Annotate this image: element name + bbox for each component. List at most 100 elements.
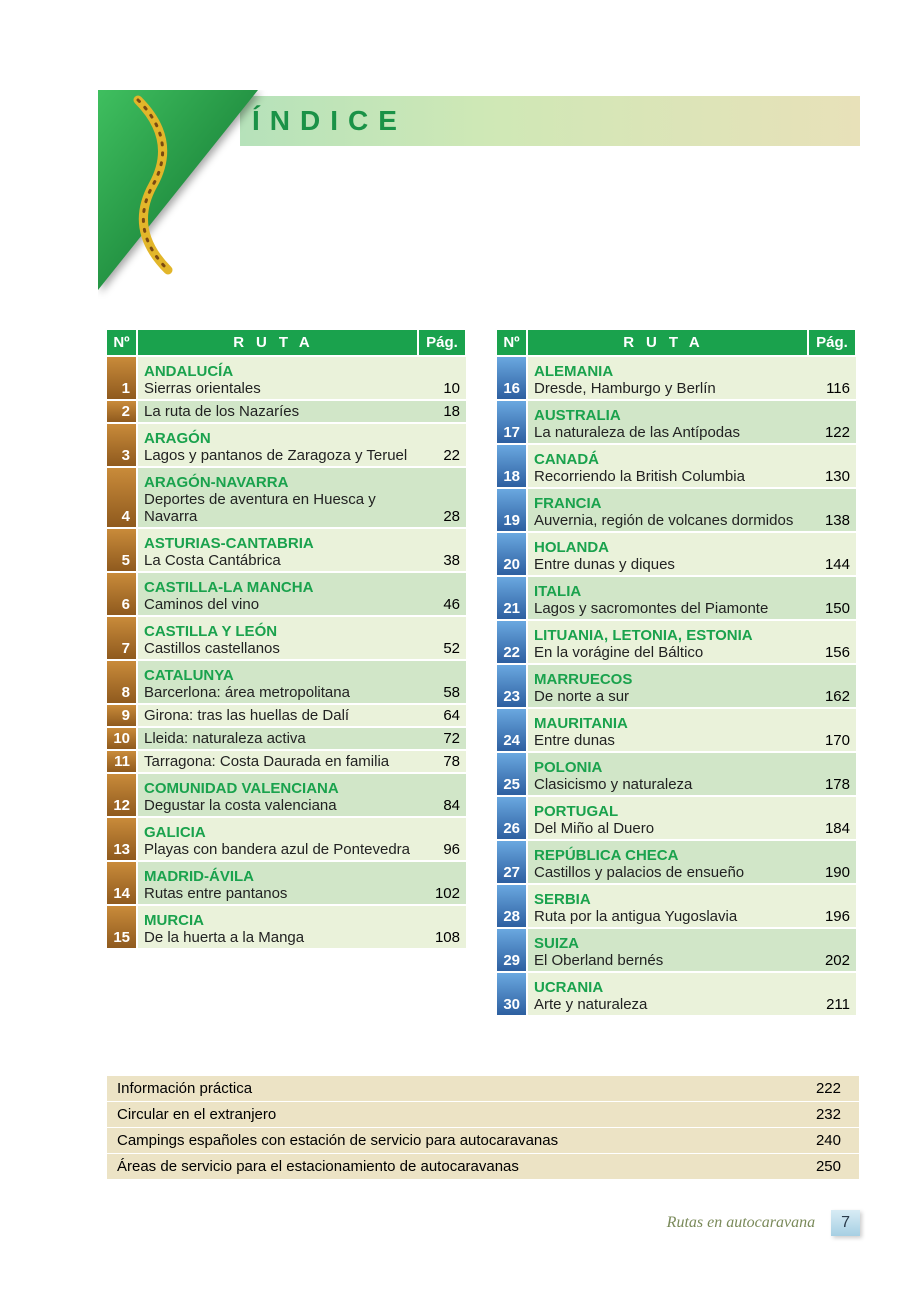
route-desc: Del Miño al Duero xyxy=(534,820,654,837)
route-number: 12 xyxy=(107,773,137,817)
left-table: NºRUTAPág.1ANDALUCÍASierras orientales10… xyxy=(107,330,467,948)
route-page: 138 xyxy=(808,488,856,532)
route-page: 72 xyxy=(418,727,466,750)
region-label: UCRANIA xyxy=(534,975,802,996)
index-row: 2La ruta de los Nazaríes18 xyxy=(107,400,466,423)
route-desc: Clasicismo y naturaleza xyxy=(534,776,692,793)
route-page: 58 xyxy=(418,660,466,704)
route-desc: Lagos y pantanos de Zaragoza y Teruel xyxy=(144,447,407,464)
page-footer: Rutas en autocaravana 7 xyxy=(0,1210,860,1236)
route-cell: CASTILLA-LA MANCHACaminos del vino xyxy=(137,572,418,616)
route-number: 7 xyxy=(107,616,137,660)
route-number: 9 xyxy=(107,704,137,727)
index-row: 30UCRANIAArte y naturaleza211 xyxy=(497,972,856,1015)
route-page: 196 xyxy=(808,884,856,928)
route-page: 10 xyxy=(418,356,466,400)
route-cell: ARAGÓNLagos y pantanos de Zaragoza y Ter… xyxy=(137,423,418,467)
col-pag: Pág. xyxy=(808,330,856,356)
index-row: 20HOLANDAEntre dunas y diques144 xyxy=(497,532,856,576)
route-number: 13 xyxy=(107,817,137,861)
route-cell: UCRANIAArte y naturaleza xyxy=(527,972,808,1015)
appendix-row: Información práctica222 xyxy=(107,1076,859,1102)
title-bar: ÍNDICE xyxy=(240,96,860,146)
route-number: 14 xyxy=(107,861,137,905)
route-number: 18 xyxy=(497,444,527,488)
index-row: 15MURCIADe la huerta a la Manga108 xyxy=(107,905,466,948)
route-cell: Lleida: naturaleza activa xyxy=(137,727,418,750)
appendix-page: 250 xyxy=(799,1154,859,1180)
route-cell: COMUNIDAD VALENCIANADegustar la costa va… xyxy=(137,773,418,817)
route-page: 184 xyxy=(808,796,856,840)
route-cell: MAURITANIAEntre dunas xyxy=(527,708,808,752)
route-cell: ASTURIAS-CANTABRIALa Costa Cantábrica xyxy=(137,528,418,572)
route-page: 46 xyxy=(418,572,466,616)
index-row: 23MARRUECOSDe norte a sur162 xyxy=(497,664,856,708)
route-desc: Castillos y palacios de ensueño xyxy=(534,864,744,881)
route-desc: En la vorágine del Báltico xyxy=(534,644,703,661)
index-row: 24MAURITANIAEntre dunas170 xyxy=(497,708,856,752)
route-number: 30 xyxy=(497,972,527,1015)
region-label: CASTILLA Y LEÓN xyxy=(144,619,412,640)
route-page: 116 xyxy=(808,356,856,400)
appendix-title: Información práctica xyxy=(107,1076,799,1102)
route-page: 108 xyxy=(418,905,466,948)
route-page: 38 xyxy=(418,528,466,572)
route-desc: Barcerlona: área metropolitana xyxy=(144,684,350,701)
appendix-row: Circular en el extranjero232 xyxy=(107,1102,859,1128)
route-desc: Ruta por la antigua Yugoslavia xyxy=(534,908,737,925)
region-label: POLONIA xyxy=(534,755,802,776)
route-number: 29 xyxy=(497,928,527,972)
region-label: ARAGÓN-NAVARRA xyxy=(144,470,412,491)
route-number: 22 xyxy=(497,620,527,664)
region-label: FRANCIA xyxy=(534,491,802,512)
route-cell: GALICIAPlayas con bandera azul de Pontev… xyxy=(137,817,418,861)
route-page: 190 xyxy=(808,840,856,884)
region-label: MURCIA xyxy=(144,908,412,929)
region-label: CATALUNYA xyxy=(144,663,412,684)
appendix-page: 222 xyxy=(799,1076,859,1102)
route-number: 5 xyxy=(107,528,137,572)
region-label: MAURITANIA xyxy=(534,711,802,732)
col-ruta: RUTA xyxy=(137,330,418,356)
col-num: Nº xyxy=(107,330,137,356)
route-desc: Arte y naturaleza xyxy=(534,996,647,1013)
index-columns: NºRUTAPág.1ANDALUCÍASierras orientales10… xyxy=(107,330,857,1015)
index-row: 5ASTURIAS-CANTABRIALa Costa Cantábrica38 xyxy=(107,528,466,572)
region-label: SERBIA xyxy=(534,887,802,908)
region-label: MADRID-ÁVILA xyxy=(144,864,412,885)
route-desc: Caminos del vino xyxy=(144,596,259,613)
index-row: 18CANADÁRecorriendo la British Columbia1… xyxy=(497,444,856,488)
route-cell: AUSTRALIALa naturaleza de las Antípodas xyxy=(527,400,808,444)
route-desc: Tarragona: Costa Daurada en familia xyxy=(144,753,389,770)
appendix-title: Campings españoles con estación de servi… xyxy=(107,1128,799,1154)
route-number: 24 xyxy=(497,708,527,752)
index-row: 10Lleida: naturaleza activa72 xyxy=(107,727,466,750)
route-cell: SERBIARuta por la antigua Yugoslavia xyxy=(527,884,808,928)
appendix-row: Áreas de servicio para el estacionamient… xyxy=(107,1154,859,1180)
route-cell: ARAGÓN-NAVARRADeportes de aventura en Hu… xyxy=(137,467,418,528)
region-label: MARRUECOS xyxy=(534,667,802,688)
route-number: 25 xyxy=(497,752,527,796)
index-row: 25POLONIAClasicismo y naturaleza178 xyxy=(497,752,856,796)
region-label: ARAGÓN xyxy=(144,426,412,447)
appendix-row: Campings españoles con estación de servi… xyxy=(107,1128,859,1154)
route-number: 3 xyxy=(107,423,137,467)
route-cell: REPÚBLICA CHECACastillos y palacios de e… xyxy=(527,840,808,884)
region-label: SUIZA xyxy=(534,931,802,952)
route-desc: Auvernia, región de volcanes dormidos xyxy=(534,512,793,529)
route-number: 28 xyxy=(497,884,527,928)
index-row: 16ALEMANIADresde, Hamburgo y Berlín116 xyxy=(497,356,856,400)
route-desc: Castillos castellanos xyxy=(144,640,280,657)
region-label: PORTUGAL xyxy=(534,799,802,820)
right-column: NºRUTAPág.16ALEMANIADresde, Hamburgo y B… xyxy=(497,330,857,1015)
col-num: Nº xyxy=(497,330,527,356)
region-label: REPÚBLICA CHECA xyxy=(534,843,802,864)
region-label: CANADÁ xyxy=(534,447,802,468)
route-cell: LITUANIA, LETONIA, ESTONIAEn la vorágine… xyxy=(527,620,808,664)
route-desc: Lleida: naturaleza activa xyxy=(144,730,306,747)
route-cell: ANDALUCÍASierras orientales xyxy=(137,356,418,400)
route-desc: De la huerta a la Manga xyxy=(144,929,304,946)
region-label: LITUANIA, LETONIA, ESTONIA xyxy=(534,623,802,644)
route-page: 130 xyxy=(808,444,856,488)
appendix-table: Información práctica222Circular en el ex… xyxy=(107,1075,859,1179)
